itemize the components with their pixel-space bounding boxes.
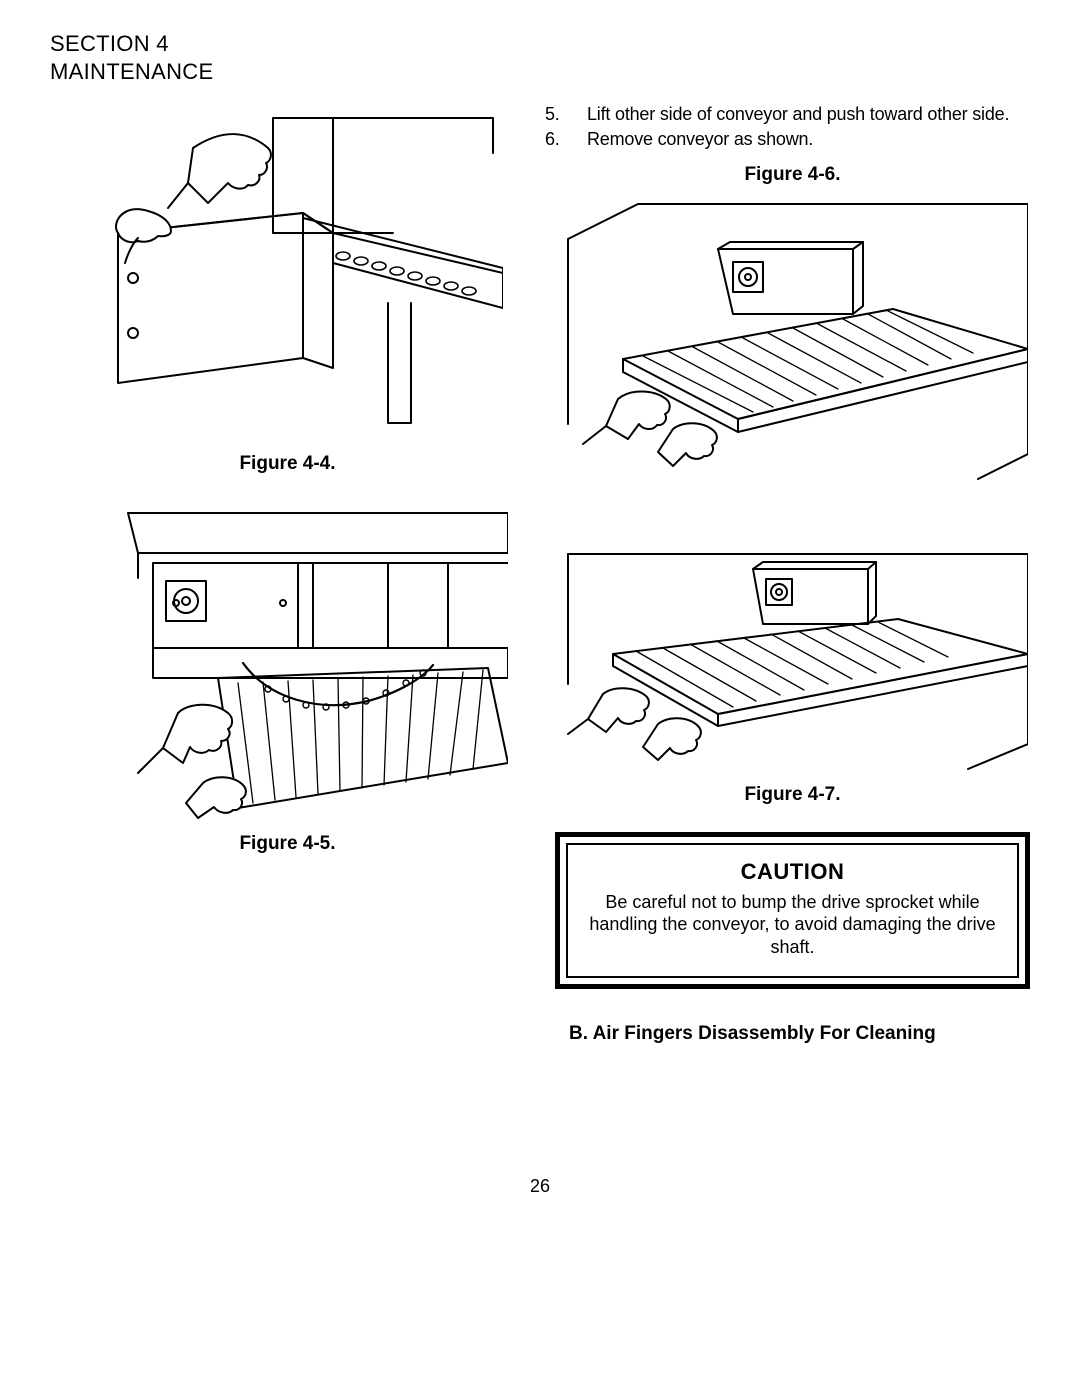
page-number: 26 bbox=[0, 1176, 1080, 1197]
step-list: 5.Lift other side of conveyor and push t… bbox=[555, 103, 1030, 154]
figure-4-4-caption: Figure 4-4. bbox=[50, 453, 525, 475]
section-header: SECTION 4 MAINTENANCE bbox=[50, 30, 1030, 85]
step-text: Remove conveyor as shown. bbox=[587, 129, 813, 149]
figure-4-6-caption: Figure 4-6. bbox=[555, 164, 1030, 186]
figure-4-4 bbox=[73, 103, 503, 443]
figure-4-7 bbox=[558, 534, 1028, 774]
right-column: 5.Lift other side of conveyor and push t… bbox=[555, 103, 1030, 1045]
step-text: Lift other side of conveyor and push tow… bbox=[587, 104, 1009, 124]
caution-box: CAUTION Be careful not to bump the drive… bbox=[555, 832, 1030, 990]
section-title: MAINTENANCE bbox=[50, 58, 1030, 86]
step-item: 5.Lift other side of conveyor and push t… bbox=[567, 103, 1030, 126]
step-number: 5. bbox=[567, 103, 587, 126]
caution-title: CAUTION bbox=[584, 859, 1001, 885]
subsection-b-heading: B. Air Fingers Disassembly For Cleaning bbox=[555, 1023, 1030, 1045]
step-item: 6.Remove conveyor as shown. bbox=[567, 128, 1030, 151]
caution-body: Be careful not to bump the drive sprocke… bbox=[584, 891, 1001, 959]
left-column: Figure 4-4. bbox=[50, 103, 525, 1045]
figure-4-5 bbox=[68, 503, 508, 823]
figure-4-7-caption: Figure 4-7. bbox=[555, 784, 1030, 806]
figure-4-6 bbox=[558, 194, 1028, 484]
section-number: SECTION 4 bbox=[50, 30, 1030, 58]
step-number: 6. bbox=[567, 128, 587, 151]
figure-4-5-caption: Figure 4-5. bbox=[50, 833, 525, 855]
